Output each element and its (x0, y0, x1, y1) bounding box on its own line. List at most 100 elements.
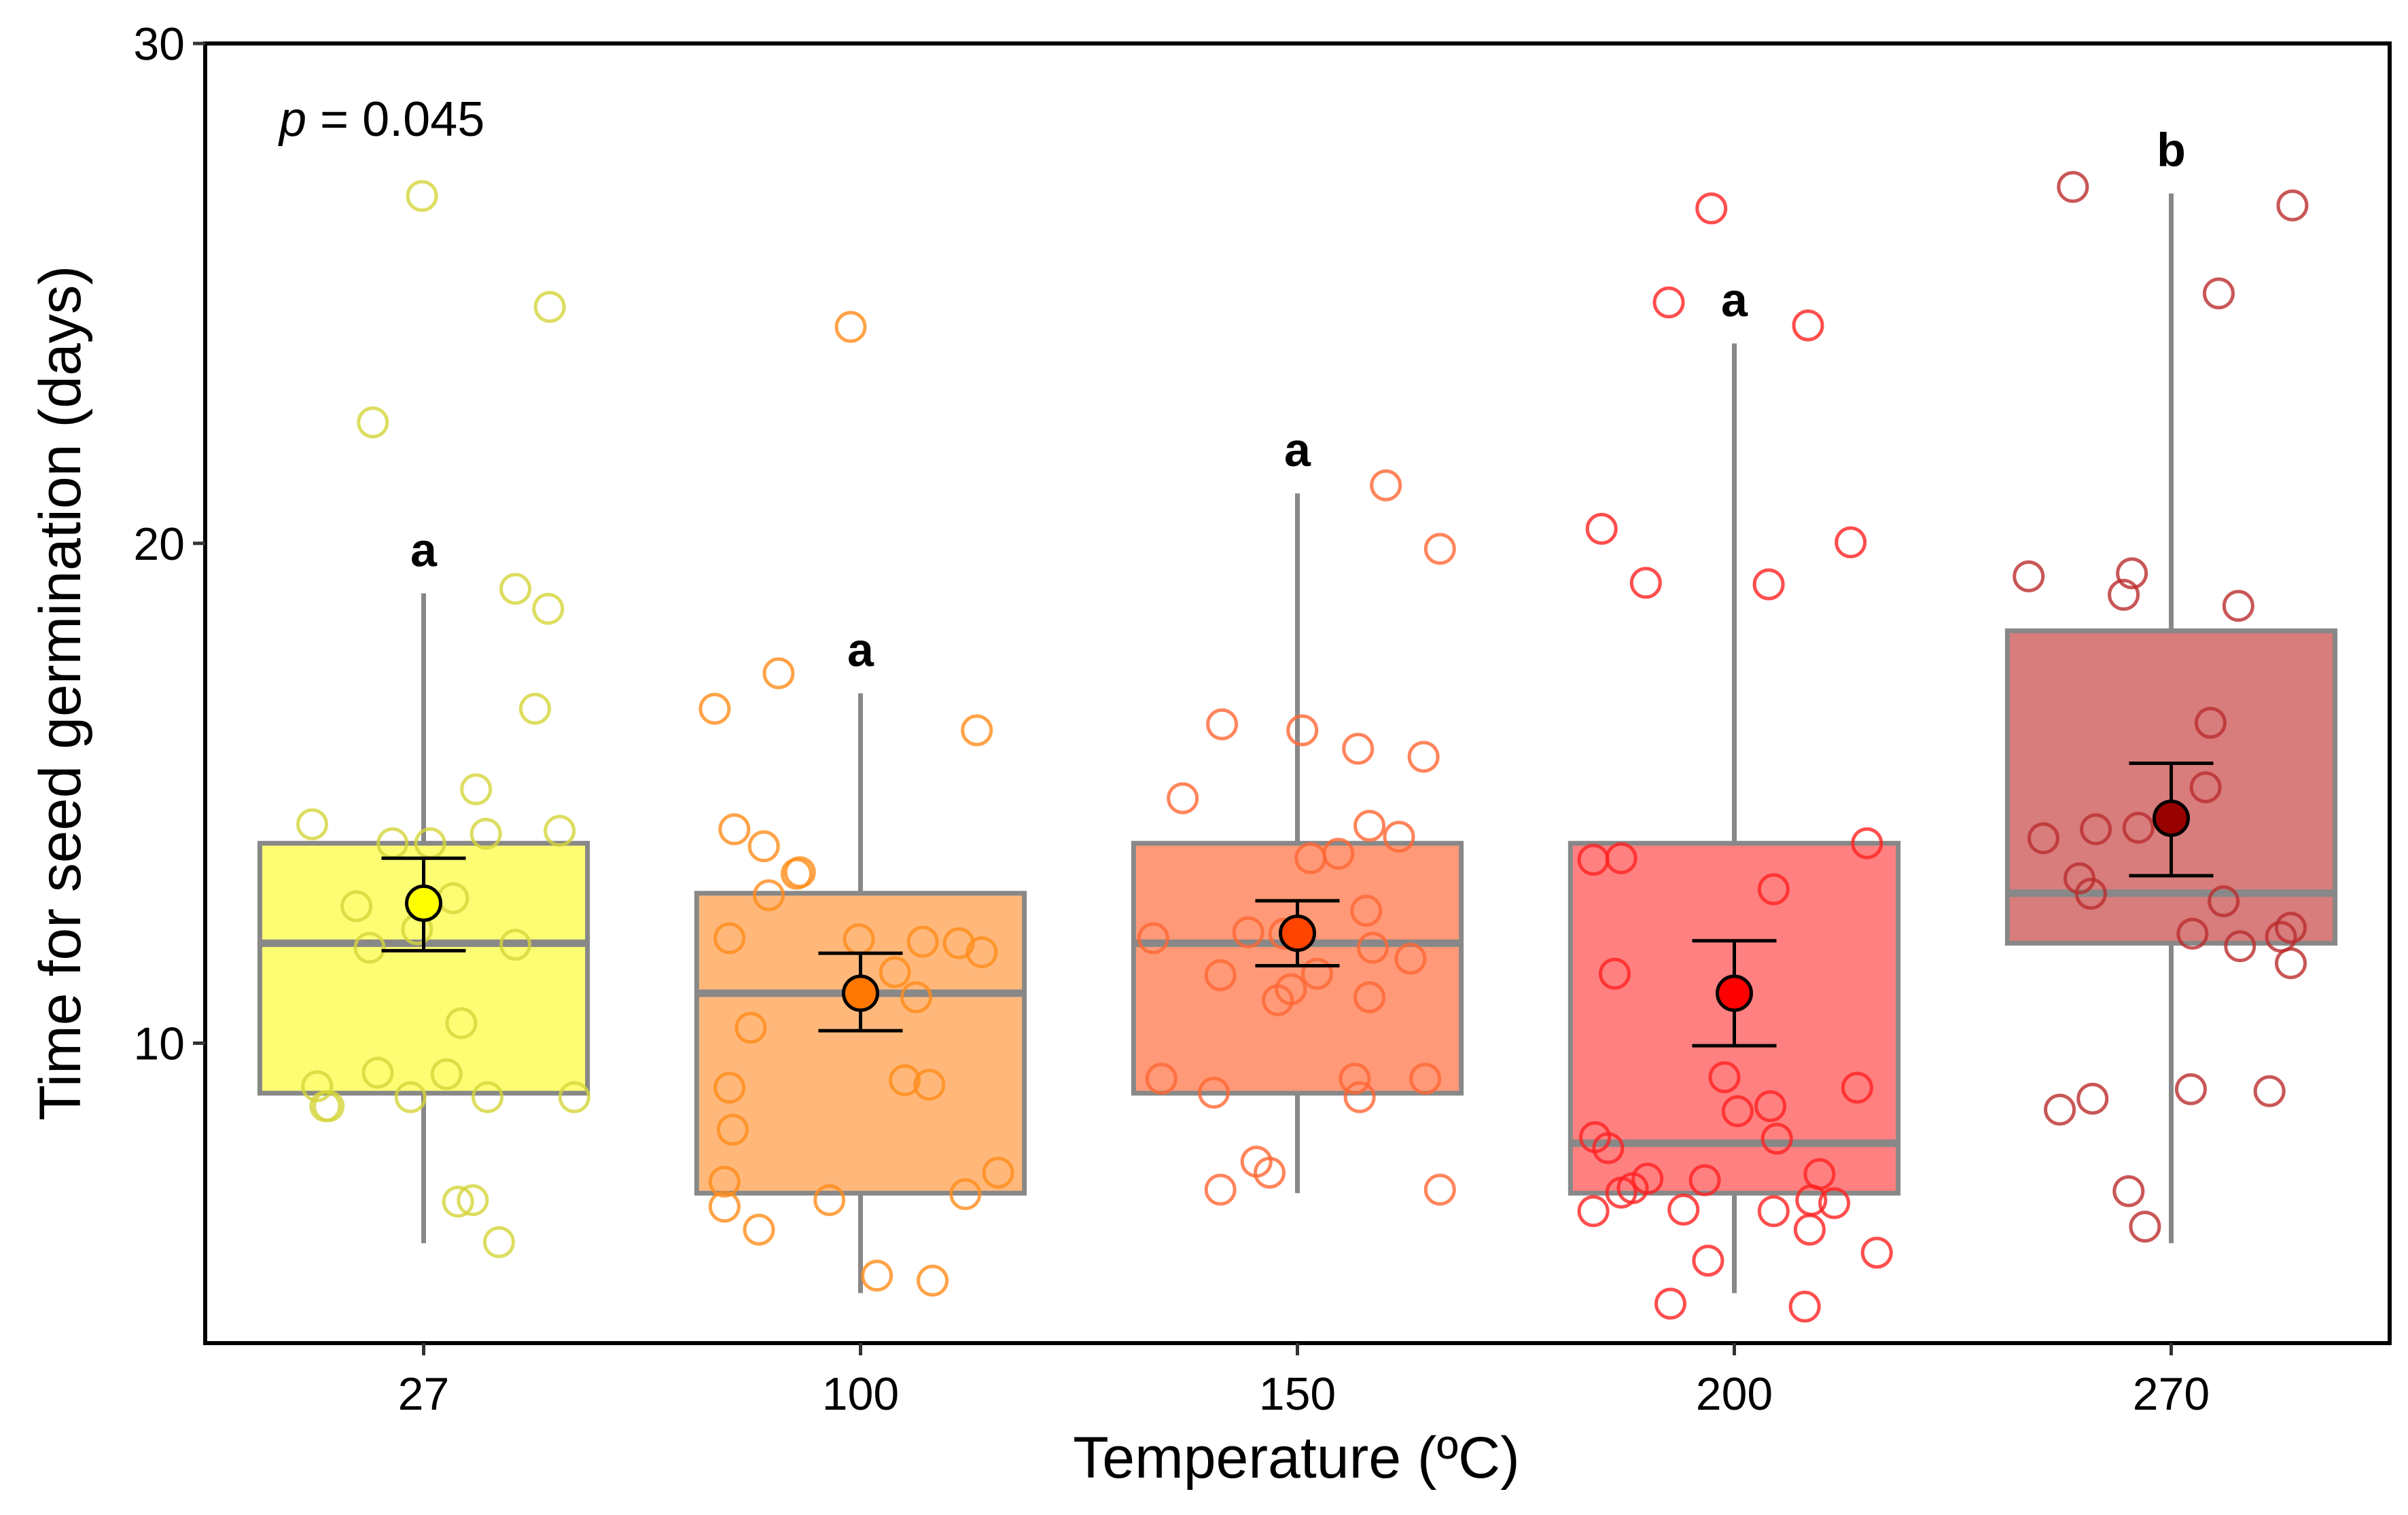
data-point (1616, 1172, 1649, 1205)
significance-letter: a (1721, 273, 1748, 326)
data-point (1286, 714, 1319, 747)
data-point (734, 1012, 767, 1044)
data-point (1585, 512, 1618, 545)
data-point (718, 813, 751, 846)
data-point (2222, 590, 2254, 622)
data-point (1356, 931, 1389, 964)
data-point (1841, 1071, 1873, 1104)
data-point (1851, 827, 1883, 859)
data-point (2276, 189, 2309, 221)
significance-letter: a (410, 523, 438, 576)
data-point (361, 1056, 394, 1089)
data-point (518, 692, 551, 725)
data-point (743, 1213, 775, 1246)
data-point (457, 1184, 489, 1217)
data-point (1577, 1195, 1610, 1228)
data-point (1383, 821, 1415, 853)
data-point (2027, 822, 2059, 855)
data-point (1788, 1290, 1821, 1323)
data-point (1339, 1063, 1371, 1095)
data-point (1145, 1063, 1178, 1095)
x-axis-title: Temperature (ºC) (1073, 1425, 1519, 1491)
data-point (783, 856, 816, 889)
group-270: b (2004, 124, 2338, 1243)
data-point (1370, 469, 1402, 501)
data-point (2080, 813, 2112, 846)
y-tick-label: 30 (133, 18, 185, 70)
data-point (1652, 286, 1685, 319)
y-tick-label: 10 (133, 1018, 185, 1070)
data-point (532, 592, 565, 625)
data-point (1667, 1194, 1700, 1226)
data-point (2108, 579, 2140, 611)
data-point (1204, 1173, 1237, 1206)
significance-letter: a (1284, 423, 1311, 476)
data-point (2074, 878, 2107, 910)
data-point (1294, 842, 1327, 874)
data-point (1254, 1156, 1286, 1189)
data-point (900, 981, 932, 1014)
data-point (698, 692, 731, 725)
data-point (1760, 1122, 1793, 1155)
axes: 27 100 150 200 270 10 20 30 (133, 18, 2210, 1420)
data-point (1198, 1076, 1230, 1109)
data-point (1204, 959, 1237, 991)
data-point (2057, 171, 2089, 203)
p-value-text: = 0.045 (306, 92, 484, 147)
data-point (889, 1064, 921, 1097)
data-point (353, 931, 386, 964)
group-100: a (694, 310, 1027, 1297)
data-point (472, 1081, 504, 1113)
data-point (1598, 957, 1631, 990)
data-point (1754, 1090, 1787, 1122)
data-point (1300, 957, 1333, 990)
y-tick-label: 20 (133, 518, 185, 570)
data-point (1721, 1095, 1754, 1128)
data-point (966, 936, 998, 969)
significance-letter: b (2157, 124, 2186, 177)
x-tick-label: 200 (1696, 1368, 1773, 1420)
data-point (1353, 809, 1386, 842)
data-point (917, 1264, 949, 1297)
data-point (1409, 1063, 1442, 1095)
data-point (2174, 1073, 2207, 1105)
x-tick-label: 27 (398, 1368, 450, 1420)
data-point (2076, 1082, 2109, 1115)
data-point (762, 657, 795, 690)
group-150: a (1131, 423, 1464, 1206)
data-point (942, 927, 975, 959)
data-point (499, 929, 532, 961)
data-point (1423, 1173, 1456, 1206)
x-tick-label: 150 (1259, 1368, 1336, 1420)
data-point (813, 1184, 846, 1217)
mean-point (1279, 914, 1316, 952)
plot-area: a a a a b (257, 124, 2338, 1323)
data-point (861, 1260, 893, 1292)
data-point (357, 406, 389, 439)
data-point (752, 879, 785, 912)
p-value-annotation: p = 0.045 (278, 92, 484, 147)
data-point (313, 1090, 345, 1122)
data-point (558, 1081, 590, 1113)
data-point (949, 1178, 982, 1211)
data-point (445, 1007, 478, 1039)
p-symbol: p (278, 92, 306, 147)
data-point (2044, 1093, 2076, 1126)
data-point (1206, 708, 1239, 741)
data-point (442, 1186, 474, 1218)
data-point (1629, 567, 1662, 599)
data-point (1605, 842, 1637, 874)
data-point (1407, 741, 1440, 773)
data-point (2129, 1211, 2161, 1243)
data-point (1792, 309, 1824, 342)
data-point (713, 1071, 746, 1104)
data-point (1350, 895, 1383, 927)
data-point (982, 1156, 1014, 1189)
data-point (406, 179, 438, 212)
data-point (1708, 1061, 1741, 1094)
data-point (470, 817, 502, 850)
data-point (716, 1113, 749, 1146)
data-point (834, 310, 867, 343)
data-point (296, 808, 329, 840)
data-point (913, 1069, 946, 1101)
